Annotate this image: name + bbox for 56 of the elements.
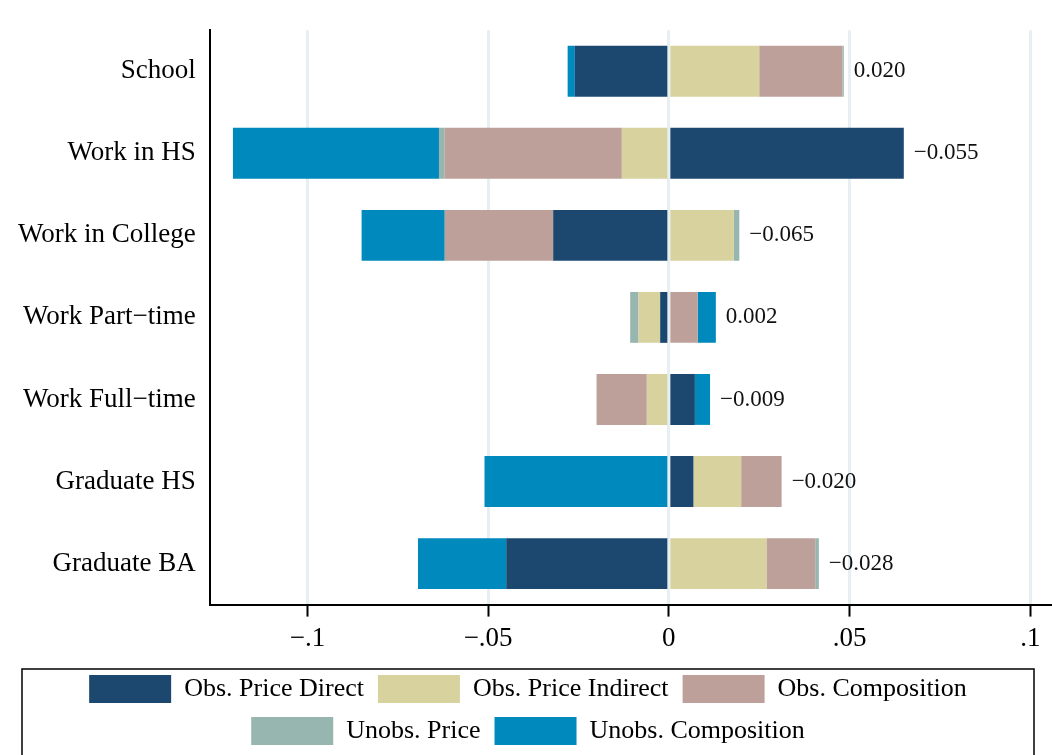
bar xyxy=(766,538,816,590)
bar xyxy=(670,209,734,261)
bar xyxy=(553,209,668,261)
total-label: −0.055 xyxy=(913,139,979,165)
bar xyxy=(630,291,639,343)
bar xyxy=(670,45,760,97)
legend-label: Obs. Composition xyxy=(777,672,967,702)
bar xyxy=(646,374,668,425)
total-label: 0.002 xyxy=(725,303,778,329)
bar xyxy=(418,538,507,590)
legend-label: Obs. Price Indirect xyxy=(472,672,670,702)
bar xyxy=(574,45,668,97)
x-tick-label: .1 xyxy=(1020,621,1041,652)
bar xyxy=(670,374,695,425)
bar xyxy=(670,291,698,343)
y-tick-label: Work in College xyxy=(18,218,196,249)
legend-label: Obs. Price Direct xyxy=(184,672,365,702)
total-label: −0.020 xyxy=(791,467,857,493)
bar xyxy=(815,538,819,590)
bar xyxy=(361,209,445,261)
bar xyxy=(741,456,782,507)
bar xyxy=(438,127,445,179)
x-tick-label: 0 xyxy=(662,621,676,652)
bar xyxy=(506,538,668,590)
x-tick-label: −.1 xyxy=(289,621,326,652)
y-tick-label: Work Full−time xyxy=(22,382,196,413)
y-tick-label: School xyxy=(120,54,196,85)
x-tick-label: .05 xyxy=(832,621,867,652)
x-tick-label: −.05 xyxy=(463,621,513,652)
bar xyxy=(670,127,904,179)
legend-label: Unobs. Price xyxy=(346,714,481,744)
bar xyxy=(670,538,767,590)
bar xyxy=(444,209,554,261)
bar xyxy=(484,456,668,507)
bar xyxy=(759,45,843,97)
bar xyxy=(694,374,711,425)
bar xyxy=(567,45,575,97)
y-tick-label: Graduate HS xyxy=(55,464,196,495)
total-label: −0.065 xyxy=(749,221,815,247)
bar xyxy=(444,127,622,179)
bar xyxy=(697,291,716,343)
y-tick-label: Work in HS xyxy=(67,136,196,167)
total-label: −0.028 xyxy=(828,549,894,575)
bar xyxy=(638,291,661,343)
y-tick-label: Graduate BA xyxy=(52,546,197,577)
total-label: −0.009 xyxy=(720,385,785,411)
total-label: 0.020 xyxy=(853,57,906,83)
bar xyxy=(596,374,647,425)
bar xyxy=(733,209,740,261)
bar xyxy=(621,127,668,179)
bar xyxy=(232,127,439,179)
bar xyxy=(660,291,668,343)
legend-label: Unobs. Composition xyxy=(589,714,805,744)
bar xyxy=(693,456,742,507)
y-tick-label: Work Part−time xyxy=(23,300,196,331)
bar xyxy=(670,456,694,507)
